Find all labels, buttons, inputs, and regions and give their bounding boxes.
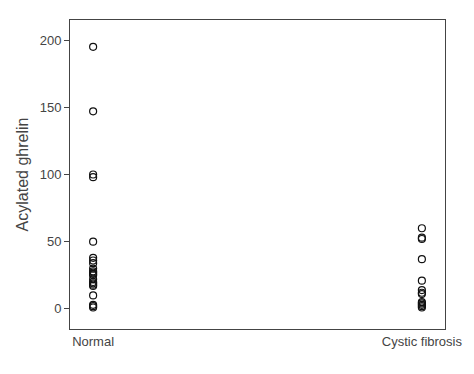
svg-text:200: 200 xyxy=(40,33,62,48)
svg-text:Cystic fibrosis: Cystic fibrosis xyxy=(382,334,463,349)
svg-text:0: 0 xyxy=(54,301,61,316)
svg-text:Normal: Normal xyxy=(72,334,114,349)
svg-text:150: 150 xyxy=(40,100,62,115)
svg-text:Acylated ghrelin: Acylated ghrelin xyxy=(14,118,31,232)
svg-text:50: 50 xyxy=(47,234,61,249)
svg-text:100: 100 xyxy=(40,167,62,182)
